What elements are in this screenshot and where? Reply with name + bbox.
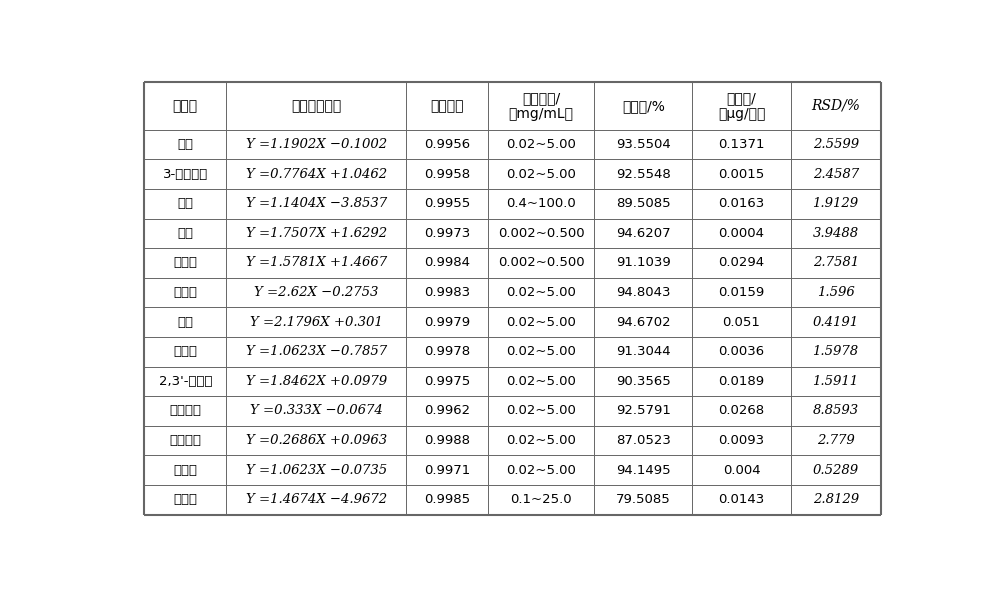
Text: 1.596: 1.596 <box>817 286 855 299</box>
Text: 94.6702: 94.6702 <box>616 316 671 329</box>
Text: Y =1.1902X −0.1002: Y =1.1902X −0.1002 <box>246 138 387 151</box>
Text: 生物碱: 生物碱 <box>173 99 198 113</box>
Text: 1.5978: 1.5978 <box>813 345 859 358</box>
Text: 94.1495: 94.1495 <box>616 464 671 477</box>
Text: 2,3'-联吡啶: 2,3'-联吡啶 <box>159 375 212 388</box>
Text: 喹啉: 喹啉 <box>177 227 193 240</box>
Text: 3.9488: 3.9488 <box>813 227 859 240</box>
Text: 92.5548: 92.5548 <box>616 168 671 181</box>
Text: 92.5791: 92.5791 <box>616 404 671 417</box>
Text: 1.9129: 1.9129 <box>813 197 859 210</box>
Text: 0.1~25.0: 0.1~25.0 <box>510 493 572 506</box>
Text: 麦斯明: 麦斯明 <box>173 464 197 477</box>
Text: 2.8129: 2.8129 <box>813 493 859 506</box>
Text: 0.02~5.00: 0.02~5.00 <box>506 168 576 181</box>
Text: 91.1039: 91.1039 <box>616 256 671 269</box>
Text: Y =1.0623X −0.7857: Y =1.0623X −0.7857 <box>246 345 387 358</box>
Text: 烟碱: 烟碱 <box>177 197 193 210</box>
Text: 8.8593: 8.8593 <box>813 404 859 417</box>
Text: 3-乙基吡啶: 3-乙基吡啶 <box>163 168 208 181</box>
Text: 0.9985: 0.9985 <box>424 493 470 506</box>
Text: Y =1.7507X +1.6292: Y =1.7507X +1.6292 <box>246 227 387 240</box>
Text: 0.9979: 0.9979 <box>424 316 470 329</box>
Text: 0.02~5.00: 0.02~5.00 <box>506 286 576 299</box>
Text: 0.0004: 0.0004 <box>719 227 765 240</box>
Text: 0.9983: 0.9983 <box>424 286 470 299</box>
Text: 异喹啉: 异喹啉 <box>173 256 197 269</box>
Text: 0.0143: 0.0143 <box>718 493 765 506</box>
Text: Y =1.1404X −3.8537: Y =1.1404X −3.8537 <box>246 197 387 210</box>
Text: 0.1371: 0.1371 <box>718 138 765 151</box>
Text: 假木贼碱: 假木贼碱 <box>169 434 201 447</box>
Text: 吲哚: 吲哚 <box>177 316 193 329</box>
Text: 检测限/
（μg/支）: 检测限/ （μg/支） <box>718 91 765 121</box>
Text: 0.9975: 0.9975 <box>424 375 470 388</box>
Text: 0.051: 0.051 <box>723 316 760 329</box>
Text: 79.5085: 79.5085 <box>616 493 671 506</box>
Text: 1.5911: 1.5911 <box>813 375 859 388</box>
Text: 0.0093: 0.0093 <box>718 434 765 447</box>
Text: 90.3565: 90.3565 <box>616 375 671 388</box>
Text: 0.9956: 0.9956 <box>424 138 470 151</box>
Text: 线性范围/
（mg/mL）: 线性范围/ （mg/mL） <box>509 91 574 121</box>
Text: 91.3044: 91.3044 <box>616 345 671 358</box>
Text: 0.0163: 0.0163 <box>718 197 765 210</box>
Text: 0.0268: 0.0268 <box>718 404 765 417</box>
Text: 2.4587: 2.4587 <box>813 168 859 181</box>
Text: 0.9988: 0.9988 <box>424 434 470 447</box>
Text: 0.0189: 0.0189 <box>718 375 765 388</box>
Text: 0.02~5.00: 0.02~5.00 <box>506 404 576 417</box>
Text: 0.004: 0.004 <box>723 464 760 477</box>
Text: 0.5289: 0.5289 <box>813 464 859 477</box>
Text: 0.02~5.00: 0.02~5.00 <box>506 345 576 358</box>
Text: 2.5599: 2.5599 <box>813 138 859 151</box>
Text: Y =1.4674X −4.9672: Y =1.4674X −4.9672 <box>246 493 387 506</box>
Text: 0.9978: 0.9978 <box>424 345 470 358</box>
Text: Y =0.2686X +0.0963: Y =0.2686X +0.0963 <box>246 434 387 447</box>
Text: 2.7581: 2.7581 <box>813 256 859 269</box>
Text: 0.02~5.00: 0.02~5.00 <box>506 464 576 477</box>
Text: Y =1.5781X +1.4667: Y =1.5781X +1.4667 <box>246 256 387 269</box>
Text: 0.0015: 0.0015 <box>718 168 765 181</box>
Text: 可替宁: 可替宁 <box>173 345 197 358</box>
Text: 94.6207: 94.6207 <box>616 227 671 240</box>
Text: 0.9973: 0.9973 <box>424 227 470 240</box>
Text: 0.02~5.00: 0.02~5.00 <box>506 434 576 447</box>
Text: 0.9971: 0.9971 <box>424 464 470 477</box>
Text: 0.02~5.00: 0.02~5.00 <box>506 138 576 151</box>
Text: 烟碱烯: 烟碱烯 <box>173 286 197 299</box>
Text: 0.9958: 0.9958 <box>424 168 470 181</box>
Text: 0.0294: 0.0294 <box>718 256 765 269</box>
Text: 0.002~0.500: 0.002~0.500 <box>498 256 584 269</box>
Text: Y =2.62X −0.2753: Y =2.62X −0.2753 <box>254 286 378 299</box>
Text: 线性回归方程: 线性回归方程 <box>291 99 341 113</box>
Text: 相关系数: 相关系数 <box>430 99 464 113</box>
Text: 87.0523: 87.0523 <box>616 434 671 447</box>
Text: Y =1.0623X −0.0735: Y =1.0623X −0.0735 <box>246 464 387 477</box>
Text: Y =2.1796X +0.301: Y =2.1796X +0.301 <box>250 316 383 329</box>
Text: 0.4~100.0: 0.4~100.0 <box>506 197 576 210</box>
Text: 0.0036: 0.0036 <box>718 345 765 358</box>
Text: 0.0159: 0.0159 <box>718 286 765 299</box>
Text: 新烟草碱: 新烟草碱 <box>169 404 201 417</box>
Text: 0.02~5.00: 0.02~5.00 <box>506 316 576 329</box>
Text: 0.9955: 0.9955 <box>424 197 470 210</box>
Text: 吡啶: 吡啶 <box>177 138 193 151</box>
Text: 89.5085: 89.5085 <box>616 197 671 210</box>
Text: RSD/%: RSD/% <box>811 99 860 113</box>
Text: 93.5504: 93.5504 <box>616 138 671 151</box>
Text: 回收率/%: 回收率/% <box>622 99 665 113</box>
Text: Y =0.333X −0.0674: Y =0.333X −0.0674 <box>250 404 383 417</box>
Text: 94.8043: 94.8043 <box>616 286 671 299</box>
Text: Y =0.7764X +1.0462: Y =0.7764X +1.0462 <box>246 168 387 181</box>
Text: 0.9984: 0.9984 <box>424 256 470 269</box>
Text: 0.002~0.500: 0.002~0.500 <box>498 227 584 240</box>
Text: 0.9962: 0.9962 <box>424 404 470 417</box>
Text: 0.02~5.00: 0.02~5.00 <box>506 375 576 388</box>
Text: 2.779: 2.779 <box>817 434 855 447</box>
Text: 降烟碱: 降烟碱 <box>173 493 197 506</box>
Text: Y =1.8462X +0.0979: Y =1.8462X +0.0979 <box>246 375 387 388</box>
Text: 0.4191: 0.4191 <box>813 316 859 329</box>
